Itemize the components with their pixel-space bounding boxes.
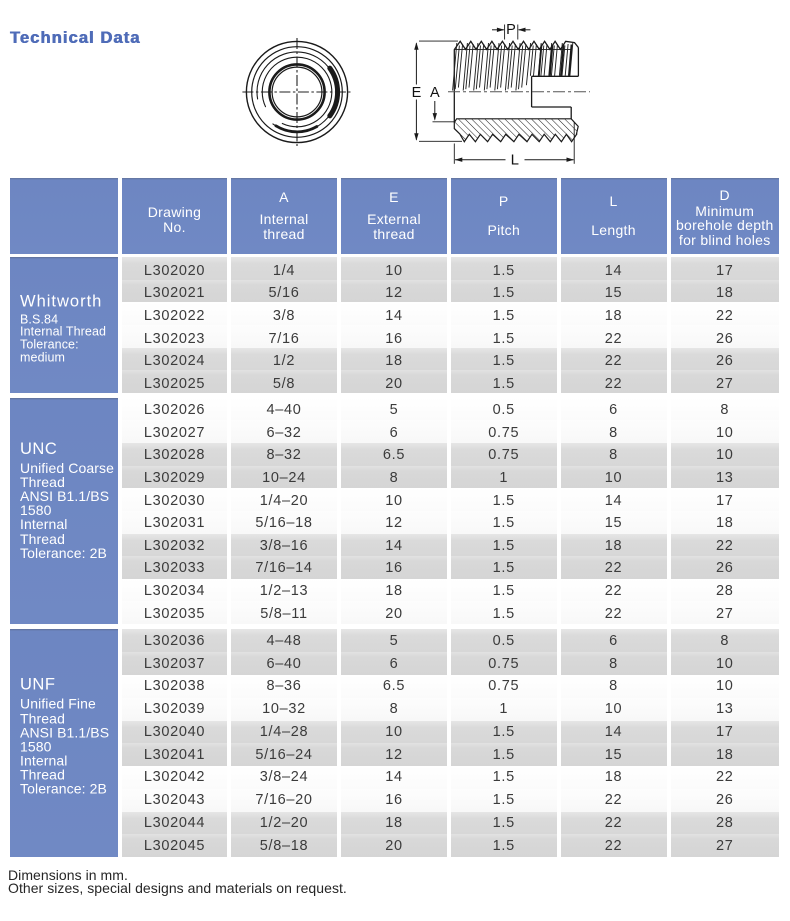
svg-text:A: A	[430, 85, 440, 101]
svg-text:L: L	[511, 151, 519, 168]
svg-text:P: P	[506, 22, 516, 38]
svg-text:E: E	[412, 85, 422, 101]
